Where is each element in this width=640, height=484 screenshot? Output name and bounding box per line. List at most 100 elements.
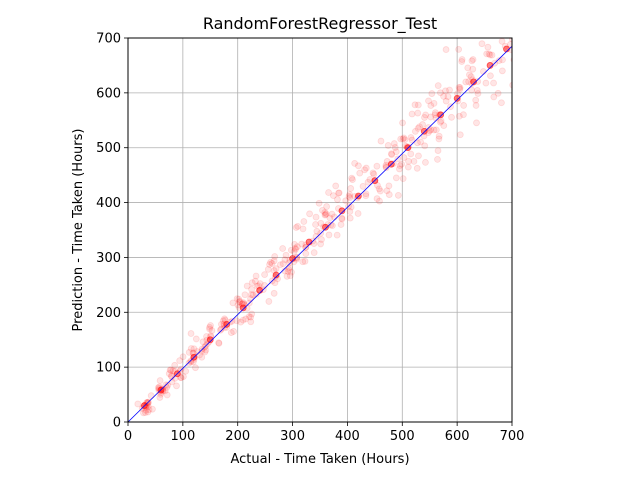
- data-point: [469, 65, 477, 73]
- data-point: [185, 348, 193, 356]
- data-point: [446, 86, 453, 94]
- y-tick-label: 100: [96, 361, 121, 376]
- data-point: [411, 127, 419, 135]
- data-point: [494, 89, 502, 97]
- data-point: [312, 233, 320, 240]
- data-point: [206, 325, 213, 333]
- data-point: [479, 68, 487, 75]
- data-point: [394, 191, 402, 199]
- data-point: [435, 135, 443, 143]
- data-point: [391, 144, 399, 151]
- data-point: [414, 139, 421, 147]
- data-point: [134, 400, 142, 408]
- y-tick-label: 700: [96, 32, 121, 47]
- data-point: [279, 260, 287, 268]
- data-point: [427, 102, 435, 109]
- x-tick-label: 700: [500, 429, 525, 444]
- data-point: [414, 109, 422, 117]
- data-point: [279, 245, 287, 252]
- data-point: [462, 78, 470, 86]
- data-point: [385, 191, 393, 198]
- data-point: [421, 114, 428, 121]
- data-point: [440, 122, 448, 130]
- data-point: [448, 113, 455, 121]
- data-point: [419, 121, 426, 128]
- data-point: [312, 221, 319, 228]
- data-point: [156, 377, 164, 384]
- data-point: [215, 339, 223, 347]
- data-point: [201, 348, 209, 356]
- data-point: [442, 97, 450, 105]
- data-point: [440, 92, 447, 100]
- x-tick-label: 0: [124, 429, 132, 444]
- data-point: [165, 370, 173, 378]
- data-point: [338, 214, 346, 222]
- data-point: [241, 291, 249, 299]
- data-point: [460, 102, 468, 109]
- data-point: [187, 345, 195, 352]
- data-point: [332, 182, 340, 190]
- y-tick-label: 600: [96, 86, 121, 101]
- data-point: [486, 72, 494, 80]
- data-point: [392, 148, 400, 156]
- data-point: [345, 192, 353, 200]
- data-point: [346, 208, 354, 215]
- data-point: [302, 243, 310, 251]
- y-axis-label: Prediction - Time Taken (Hours): [71, 129, 86, 332]
- data-point: [456, 131, 464, 139]
- reference-line: [127, 45, 513, 423]
- data-point: [455, 46, 463, 53]
- data-point: [437, 111, 445, 119]
- data-point: [455, 83, 463, 91]
- data-point: [270, 257, 278, 265]
- data-point: [401, 136, 409, 144]
- data-point: [335, 189, 343, 197]
- data-point: [286, 264, 293, 272]
- data-point: [349, 176, 356, 183]
- data-point: [327, 221, 335, 229]
- data-point: [239, 304, 247, 312]
- data-point: [315, 199, 323, 207]
- data-point: [179, 373, 187, 380]
- data-point: [434, 147, 442, 154]
- data-point: [270, 289, 278, 297]
- data-point: [284, 268, 292, 275]
- data-point: [405, 157, 412, 165]
- data-point: [171, 361, 179, 369]
- data-point: [399, 175, 407, 183]
- data-point: [375, 185, 383, 193]
- data-point: [407, 134, 415, 141]
- data-point: [464, 64, 472, 72]
- data-point: [268, 260, 276, 267]
- data-point: [237, 318, 245, 326]
- data-point: [310, 249, 318, 257]
- data-point: [318, 236, 325, 243]
- data-point: [288, 268, 295, 276]
- data-point: [190, 345, 198, 353]
- data-point: [342, 197, 350, 205]
- x-tick-label: 400: [335, 429, 360, 444]
- data-point: [322, 210, 330, 217]
- data-point: [414, 124, 422, 132]
- data-point: [256, 280, 264, 288]
- x-tick-label: 200: [225, 429, 250, 444]
- data-point: [202, 346, 210, 354]
- data-point: [228, 317, 236, 325]
- data-point: [456, 84, 464, 91]
- data-point: [388, 151, 396, 158]
- data-point: [427, 113, 435, 121]
- data-point: [325, 231, 333, 239]
- data-point: [199, 338, 207, 346]
- data-point: [455, 112, 463, 120]
- data-point: [252, 272, 260, 280]
- data-point: [322, 223, 329, 231]
- data-point: [362, 190, 370, 198]
- data-point: [206, 323, 214, 331]
- x-tick-label: 300: [280, 429, 305, 444]
- data-point: [362, 192, 370, 200]
- data-point: [364, 178, 372, 186]
- data-point: [400, 134, 408, 142]
- data-point: [484, 43, 492, 51]
- data-point: [354, 210, 362, 217]
